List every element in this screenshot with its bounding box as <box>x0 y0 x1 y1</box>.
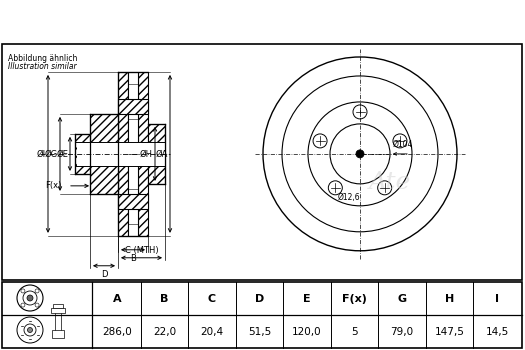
Text: ØH: ØH <box>140 149 153 159</box>
Text: 22,0: 22,0 <box>153 327 176 337</box>
Text: D: D <box>101 270 107 279</box>
Text: Ø12,6: Ø12,6 <box>338 193 360 202</box>
Text: D: D <box>255 294 264 304</box>
Text: C (MTH): C (MTH) <box>125 246 159 255</box>
Bar <box>55 309 61 331</box>
Text: 286,0: 286,0 <box>102 327 132 337</box>
Circle shape <box>356 150 364 158</box>
Text: Ø104: Ø104 <box>393 140 413 149</box>
Bar <box>118 72 128 236</box>
Text: I: I <box>495 294 499 304</box>
Circle shape <box>35 289 39 293</box>
Circle shape <box>35 303 39 307</box>
Bar <box>53 304 63 308</box>
Bar <box>118 194 148 209</box>
Text: 5: 5 <box>351 327 358 337</box>
Text: E: E <box>303 294 311 304</box>
Circle shape <box>27 295 33 301</box>
Circle shape <box>23 291 37 305</box>
Text: 120,0: 120,0 <box>292 327 322 337</box>
Bar <box>118 99 148 114</box>
Text: ØI: ØI <box>37 149 46 159</box>
Text: Abbildung ähnlich: Abbildung ähnlich <box>8 54 77 63</box>
Bar <box>75 134 90 174</box>
Circle shape <box>24 324 36 336</box>
Text: 51,5: 51,5 <box>248 327 271 337</box>
Text: C: C <box>208 294 216 304</box>
Circle shape <box>313 134 327 148</box>
Circle shape <box>377 181 392 195</box>
Circle shape <box>17 285 43 311</box>
Text: 79,0: 79,0 <box>391 327 414 337</box>
Bar <box>51 308 65 313</box>
Circle shape <box>27 328 33 332</box>
Bar <box>90 114 118 194</box>
Circle shape <box>330 124 390 184</box>
Circle shape <box>21 303 25 307</box>
Circle shape <box>17 317 43 343</box>
Text: Illustration similar: Illustration similar <box>8 62 77 71</box>
Circle shape <box>282 76 438 232</box>
Text: ØA: ØA <box>155 149 168 159</box>
Bar <box>77 142 165 166</box>
Text: ØG: ØG <box>45 149 58 159</box>
Circle shape <box>308 102 412 206</box>
Text: 147,5: 147,5 <box>435 327 465 337</box>
Bar <box>128 72 138 236</box>
Circle shape <box>353 105 367 119</box>
Circle shape <box>328 181 342 195</box>
Text: ØE: ØE <box>56 149 68 159</box>
Text: G: G <box>397 294 407 304</box>
Text: F(x): F(x) <box>342 294 367 304</box>
Circle shape <box>393 134 407 148</box>
Circle shape <box>21 289 25 293</box>
Text: B: B <box>130 254 136 263</box>
Circle shape <box>263 57 457 251</box>
Text: 14,5: 14,5 <box>486 327 509 337</box>
Text: B: B <box>160 294 169 304</box>
Bar <box>52 330 64 338</box>
Text: F(x): F(x) <box>46 181 62 190</box>
Text: 20,4: 20,4 <box>201 327 224 337</box>
Bar <box>148 124 165 184</box>
Text: H: H <box>445 294 454 304</box>
Text: Ate: Ate <box>369 171 411 194</box>
Bar <box>138 72 148 236</box>
Text: 24.0122-0115.1    422115: 24.0122-0115.1 422115 <box>122 12 403 30</box>
Text: A: A <box>112 294 121 304</box>
